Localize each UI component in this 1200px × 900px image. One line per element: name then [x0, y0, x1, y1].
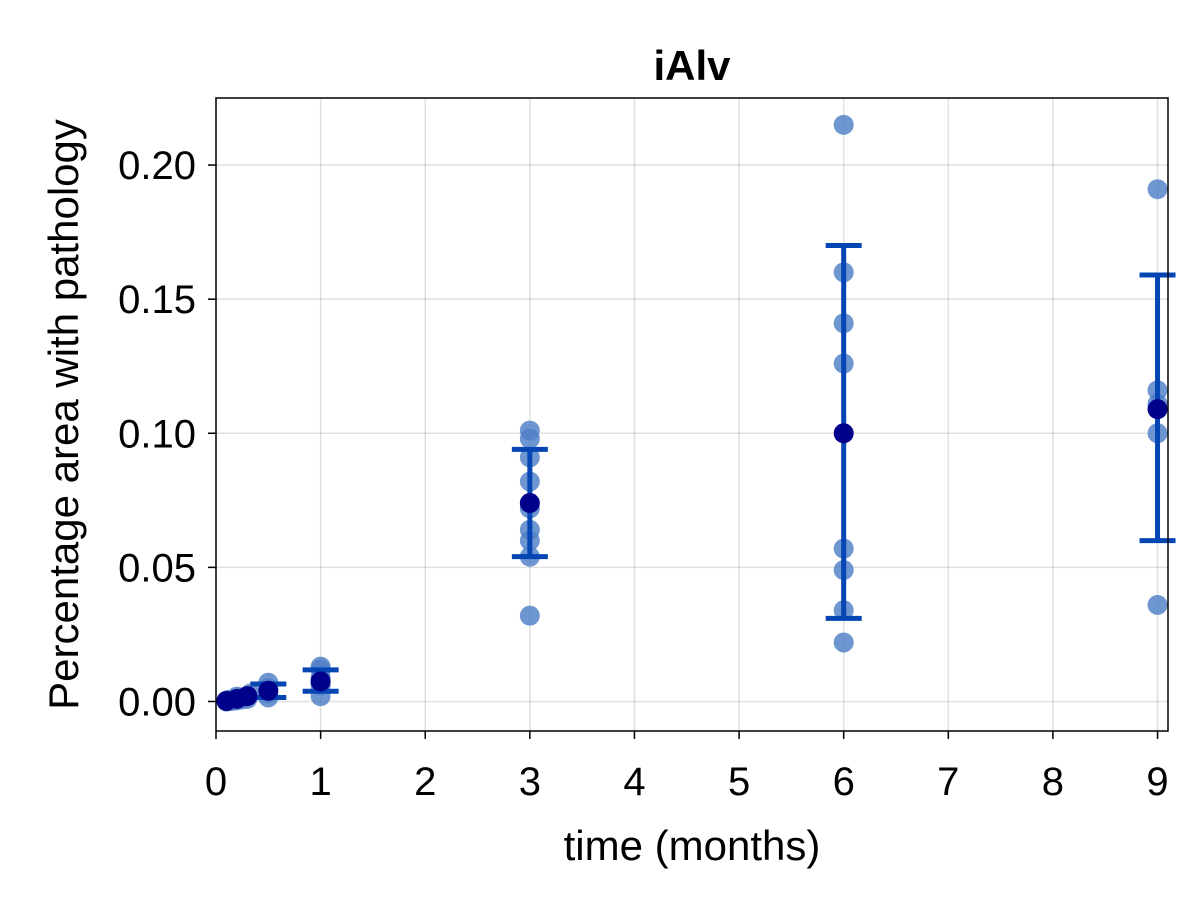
- x-tick-label: 2: [414, 760, 436, 804]
- plot-frame: [215, 97, 1169, 732]
- data-point: [1147, 594, 1168, 615]
- x-tick-label: 6: [833, 760, 855, 804]
- mean-marker: [310, 671, 331, 692]
- mean-marker: [1147, 399, 1168, 420]
- x-tick-label: 9: [1146, 760, 1168, 804]
- data-point: [519, 605, 540, 626]
- error-bars: [250, 243, 1176, 700]
- x-tick-label: 1: [309, 760, 331, 804]
- mean-marker: [237, 686, 258, 707]
- x-tick-label: 0: [205, 760, 227, 804]
- mean-markers: [216, 399, 1168, 711]
- y-tick-label: 0.00: [118, 680, 196, 724]
- y-tick-label: 0.20: [118, 144, 196, 188]
- mean-marker: [833, 423, 854, 444]
- data-point: [519, 428, 540, 449]
- y-axis-title: Percentage area with pathology: [40, 119, 87, 710]
- y-tick-label: 0.15: [118, 278, 196, 322]
- x-tick-label: 3: [519, 760, 541, 804]
- data-points: [216, 114, 1168, 712]
- y-axis-ticks: 0.00 0.05 0.10 0.15 0.20: [118, 144, 216, 724]
- chart-title: iAlv: [653, 42, 731, 89]
- mean-marker: [519, 493, 540, 514]
- x-tick-label: 5: [728, 760, 750, 804]
- data-point: [1147, 179, 1168, 200]
- y-tick-label: 0.05: [118, 546, 196, 590]
- grid-lines: [215, 98, 1168, 731]
- x-axis-ticks: 0 1 2 3 4 5 6 7 8 9: [205, 731, 1169, 804]
- data-point: [833, 632, 854, 653]
- x-tick-label: 8: [1042, 760, 1064, 804]
- x-tick-label: 7: [937, 760, 959, 804]
- y-tick-label: 0.10: [118, 412, 196, 456]
- mean-marker: [258, 680, 279, 701]
- data-point: [833, 114, 854, 135]
- x-tick-label: 4: [623, 760, 645, 804]
- x-axis-title: time (months): [564, 822, 821, 869]
